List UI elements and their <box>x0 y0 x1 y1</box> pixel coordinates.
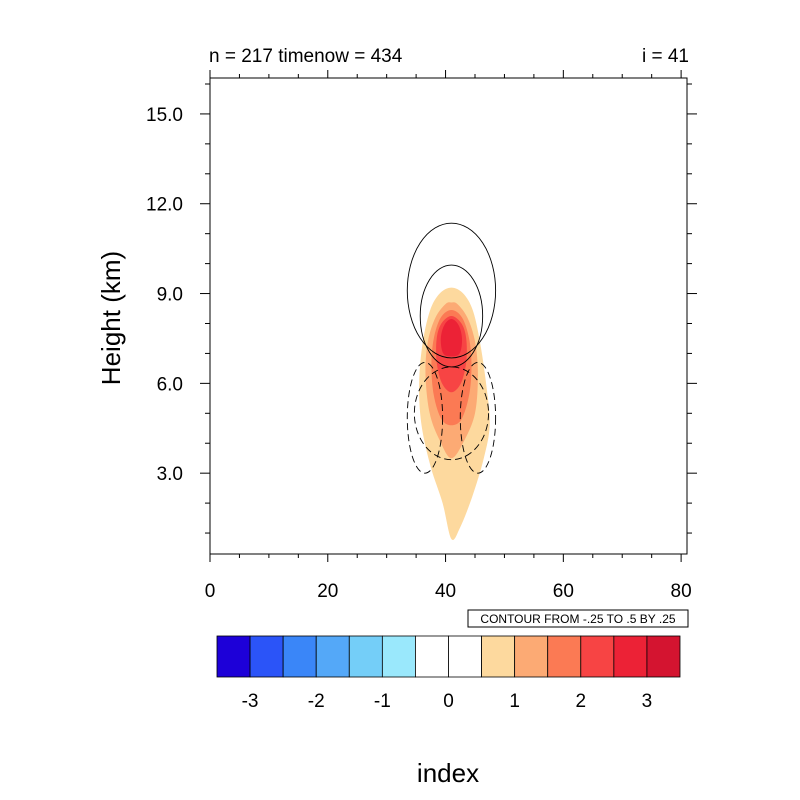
contour-line-1 <box>406 222 497 359</box>
x-axis-label: index <box>417 758 479 788</box>
y-tick-label: 3.0 <box>157 464 183 485</box>
colorbar-swatch <box>315 635 350 678</box>
colorbar-swatch <box>481 635 516 678</box>
y-tick-label: 6.0 <box>157 374 183 395</box>
colorbar-label: 3 <box>642 691 653 712</box>
colorbar-swatch <box>580 635 615 678</box>
colorbar-label: 2 <box>575 691 586 712</box>
colorbar-swatch <box>448 635 482 678</box>
y-tick-label: 9.0 <box>157 285 183 306</box>
colorbar-swatch <box>646 635 681 678</box>
colorbar-swatch <box>381 635 416 678</box>
filled-region-5 <box>440 319 463 357</box>
title-left: n = 217 timenow = 434 <box>209 46 403 67</box>
contour-info-box: CONTOUR FROM -.25 TO .5 BY .25 <box>467 609 689 628</box>
colorbar-swatch <box>348 635 383 678</box>
x-axis-ticks: 0 20 40 60 80 <box>205 70 692 602</box>
colorbar-swatch <box>547 635 582 678</box>
y-tick-label: 12.0 <box>146 195 183 216</box>
y-tick-label: 15.0 <box>146 105 183 126</box>
contour-line-5 <box>413 366 489 461</box>
contour-info-text: CONTOUR FROM -.25 TO .5 BY .25 <box>480 612 675 626</box>
colorbar-swatch <box>216 635 251 678</box>
x-tick-label: 60 <box>553 581 574 602</box>
x-tick-label: 40 <box>435 581 456 602</box>
colorbar-label: -3 <box>242 691 259 712</box>
y-axis-label: Height (km) <box>96 251 126 385</box>
contour-line-3 <box>406 361 444 474</box>
colorbar-label: 0 <box>443 691 454 712</box>
filled-contours <box>419 287 490 540</box>
title-right: i = 41 <box>642 46 689 67</box>
colorbar-swatch <box>514 635 549 678</box>
x-tick-label: 20 <box>317 581 338 602</box>
x-tick-label: 80 <box>671 581 692 602</box>
contour-line-2 <box>419 264 484 368</box>
colorbar-swatch <box>282 635 317 678</box>
colorbar: -3 -2 -1 0 1 2 3 <box>216 635 681 712</box>
x-tick-label: 0 <box>205 581 216 602</box>
plot-frame <box>209 77 688 555</box>
colorbar-label: -1 <box>374 691 391 712</box>
colorbar-label: 1 <box>509 691 520 712</box>
y-axis-ticks: 3.0 6.0 9.0 12.0 15.0 <box>146 83 697 534</box>
colorbar-swatch <box>613 635 648 678</box>
plot-area <box>406 222 497 540</box>
colorbar-label: -2 <box>308 691 325 712</box>
colorbar-swatch <box>415 635 449 678</box>
contour-line-4 <box>459 361 497 474</box>
contour-lines <box>406 222 497 474</box>
colorbar-swatch <box>249 635 284 678</box>
